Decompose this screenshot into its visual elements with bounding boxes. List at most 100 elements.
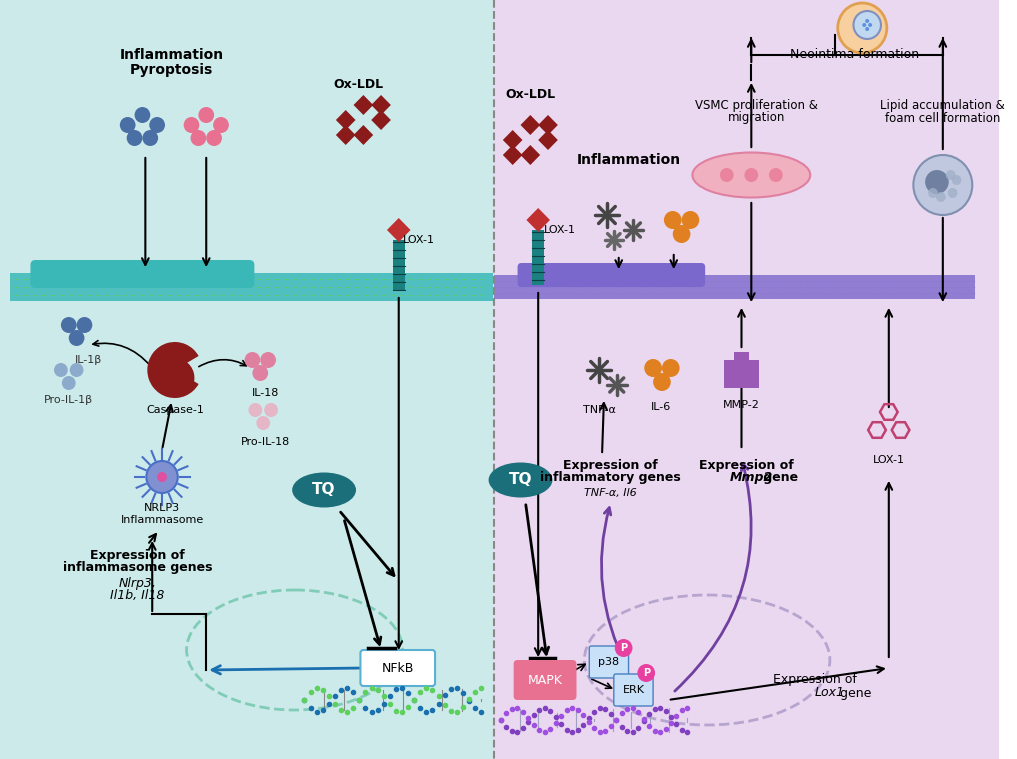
Text: IL-6: IL-6 bbox=[651, 402, 671, 412]
Text: LOX-1: LOX-1 bbox=[873, 455, 905, 465]
Circle shape bbox=[248, 403, 262, 417]
Text: Ox-LDL: Ox-LDL bbox=[505, 89, 555, 102]
Text: Inflammation: Inflammation bbox=[120, 48, 224, 62]
Polygon shape bbox=[538, 130, 558, 150]
Ellipse shape bbox=[693, 153, 811, 197]
Circle shape bbox=[264, 403, 278, 417]
Polygon shape bbox=[386, 218, 411, 242]
Text: gene: gene bbox=[760, 471, 798, 484]
Circle shape bbox=[61, 317, 76, 333]
Text: Ox-LDL: Ox-LDL bbox=[334, 78, 383, 92]
Circle shape bbox=[865, 19, 870, 23]
Text: Nlrp3,: Nlrp3, bbox=[119, 577, 157, 590]
Circle shape bbox=[681, 211, 700, 229]
FancyBboxPatch shape bbox=[724, 360, 759, 388]
Circle shape bbox=[76, 317, 93, 333]
Text: foam cell formation: foam cell formation bbox=[885, 112, 1001, 124]
Text: inflammasome genes: inflammasome genes bbox=[63, 562, 213, 575]
Text: NRLP3: NRLP3 bbox=[144, 503, 180, 513]
Text: p38: p38 bbox=[598, 657, 619, 667]
Text: Expression of: Expression of bbox=[699, 458, 794, 471]
FancyBboxPatch shape bbox=[733, 352, 750, 362]
Text: Lipid accumulation &: Lipid accumulation & bbox=[881, 99, 1005, 112]
Circle shape bbox=[184, 117, 199, 133]
Circle shape bbox=[862, 23, 866, 27]
FancyBboxPatch shape bbox=[494, 275, 975, 299]
Text: Neointima formation: Neointima formation bbox=[790, 49, 919, 61]
Polygon shape bbox=[527, 208, 550, 232]
Text: VSMC proliferation &: VSMC proliferation & bbox=[695, 99, 818, 112]
Circle shape bbox=[149, 117, 165, 133]
Circle shape bbox=[744, 168, 759, 182]
Polygon shape bbox=[502, 145, 523, 165]
Polygon shape bbox=[354, 125, 373, 145]
Circle shape bbox=[664, 211, 681, 229]
Circle shape bbox=[946, 170, 956, 180]
Circle shape bbox=[62, 376, 75, 390]
Circle shape bbox=[134, 107, 151, 123]
Circle shape bbox=[720, 168, 733, 182]
FancyBboxPatch shape bbox=[518, 263, 553, 287]
Text: P: P bbox=[643, 668, 650, 678]
Circle shape bbox=[70, 363, 83, 377]
Text: migration: migration bbox=[727, 112, 785, 124]
Text: Lox1: Lox1 bbox=[815, 686, 845, 700]
Circle shape bbox=[913, 155, 972, 215]
Text: MMP-2: MMP-2 bbox=[723, 400, 760, 410]
Circle shape bbox=[644, 359, 662, 377]
FancyBboxPatch shape bbox=[0, 0, 494, 759]
FancyBboxPatch shape bbox=[561, 263, 596, 287]
Text: TQ: TQ bbox=[312, 483, 336, 497]
Text: NFkB: NFkB bbox=[381, 662, 414, 675]
Text: Expression of: Expression of bbox=[773, 673, 857, 686]
Circle shape bbox=[198, 107, 215, 123]
FancyBboxPatch shape bbox=[111, 260, 147, 288]
Circle shape bbox=[638, 664, 655, 682]
FancyBboxPatch shape bbox=[514, 660, 577, 700]
Text: Inflammasome: Inflammasome bbox=[120, 515, 203, 525]
FancyBboxPatch shape bbox=[57, 260, 95, 288]
Polygon shape bbox=[521, 145, 540, 165]
Circle shape bbox=[146, 461, 178, 493]
Circle shape bbox=[127, 130, 142, 146]
Text: MAPK: MAPK bbox=[528, 673, 562, 686]
Circle shape bbox=[838, 3, 887, 53]
Circle shape bbox=[925, 170, 949, 194]
Text: Inflammation: Inflammation bbox=[577, 153, 680, 167]
Text: Pyroptosis: Pyroptosis bbox=[130, 63, 214, 77]
Circle shape bbox=[252, 365, 268, 381]
Circle shape bbox=[869, 23, 873, 27]
Text: Pro-IL-1β: Pro-IL-1β bbox=[44, 395, 94, 405]
Polygon shape bbox=[336, 125, 356, 145]
FancyBboxPatch shape bbox=[137, 260, 174, 288]
Wedge shape bbox=[158, 358, 194, 388]
Text: TNF-α: TNF-α bbox=[583, 405, 615, 415]
FancyBboxPatch shape bbox=[648, 263, 683, 287]
FancyBboxPatch shape bbox=[583, 263, 618, 287]
Text: inflammatory genes: inflammatory genes bbox=[540, 471, 681, 484]
Circle shape bbox=[142, 130, 158, 146]
Text: IL-18: IL-18 bbox=[251, 388, 279, 398]
Polygon shape bbox=[538, 115, 558, 135]
FancyBboxPatch shape bbox=[31, 260, 68, 288]
Circle shape bbox=[662, 359, 679, 377]
Polygon shape bbox=[371, 95, 391, 115]
Circle shape bbox=[952, 175, 961, 185]
Polygon shape bbox=[521, 115, 540, 135]
FancyBboxPatch shape bbox=[217, 260, 254, 288]
Circle shape bbox=[158, 472, 167, 482]
Circle shape bbox=[615, 639, 633, 657]
FancyBboxPatch shape bbox=[532, 230, 544, 285]
Text: LOX-1: LOX-1 bbox=[544, 225, 576, 235]
Text: Mmp2: Mmp2 bbox=[729, 471, 773, 484]
Polygon shape bbox=[502, 130, 523, 150]
Polygon shape bbox=[371, 110, 391, 130]
Circle shape bbox=[769, 168, 783, 182]
Ellipse shape bbox=[488, 462, 552, 497]
Text: gene: gene bbox=[836, 686, 872, 700]
Text: P: P bbox=[620, 643, 627, 653]
Polygon shape bbox=[336, 110, 356, 130]
Circle shape bbox=[936, 192, 946, 202]
FancyBboxPatch shape bbox=[604, 263, 640, 287]
Polygon shape bbox=[354, 95, 373, 115]
